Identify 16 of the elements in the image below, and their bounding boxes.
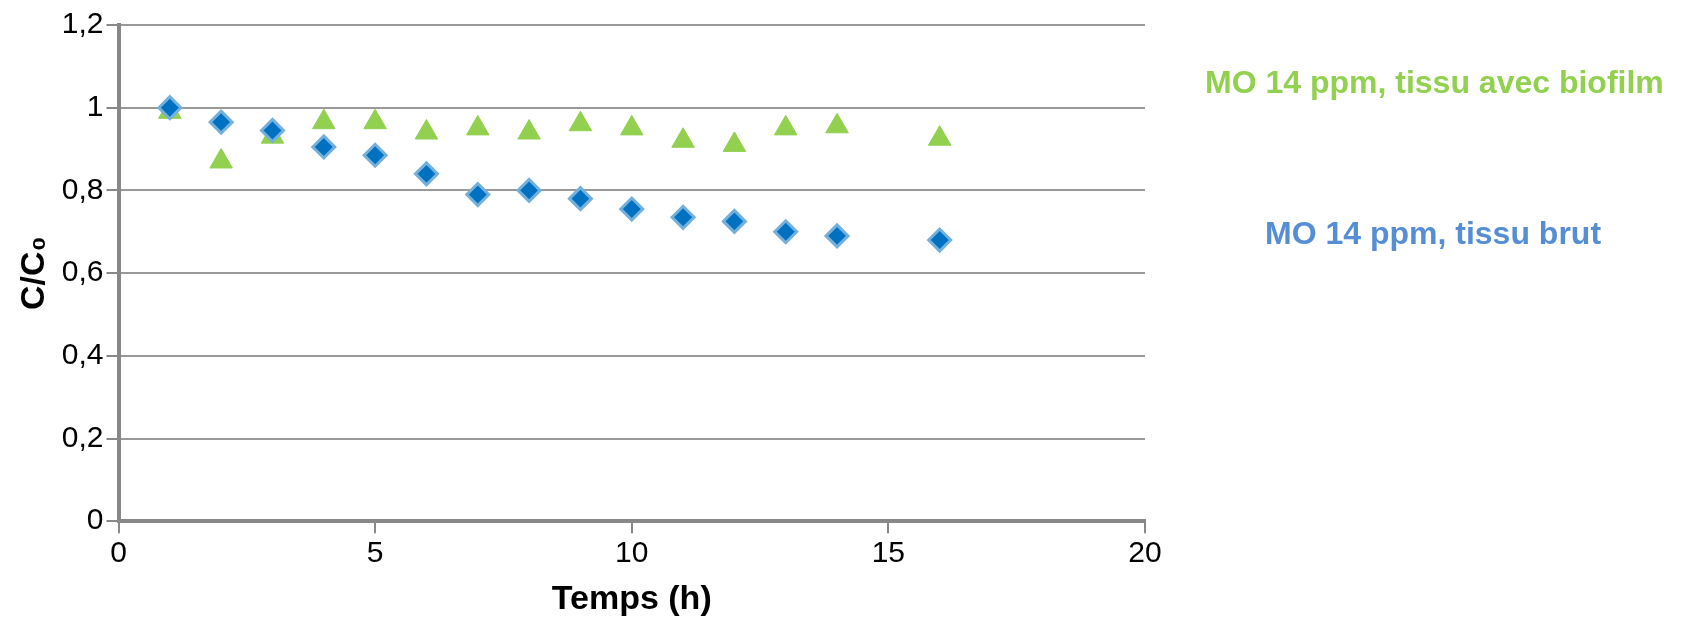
text: MO 14 ppm, tissu brut xyxy=(1265,214,1602,251)
y-tick-label: 0,4 xyxy=(61,337,104,371)
y-axis-title: C/C₀ xyxy=(12,236,51,311)
y-tick-label: 0 xyxy=(86,502,104,536)
x-tick-label: 20 xyxy=(1128,535,1162,569)
x-tick-label: 10 xyxy=(615,535,649,569)
x-axis-title: Temps (h) xyxy=(551,577,712,616)
y-tick-label: 0,2 xyxy=(61,419,104,453)
y-tick-label: 0,8 xyxy=(61,171,104,205)
x-tick-label: 5 xyxy=(366,535,384,569)
y-tick-label: 1,2 xyxy=(61,6,104,40)
x-tick-label: 0 xyxy=(110,535,127,569)
text: MO 14 ppm, tissu avec biofilm xyxy=(1205,63,1664,100)
y-tick-label: 0,6 xyxy=(61,254,104,288)
y-tick-label: 1 xyxy=(86,88,104,122)
x-tick-label: 15 xyxy=(871,535,906,569)
